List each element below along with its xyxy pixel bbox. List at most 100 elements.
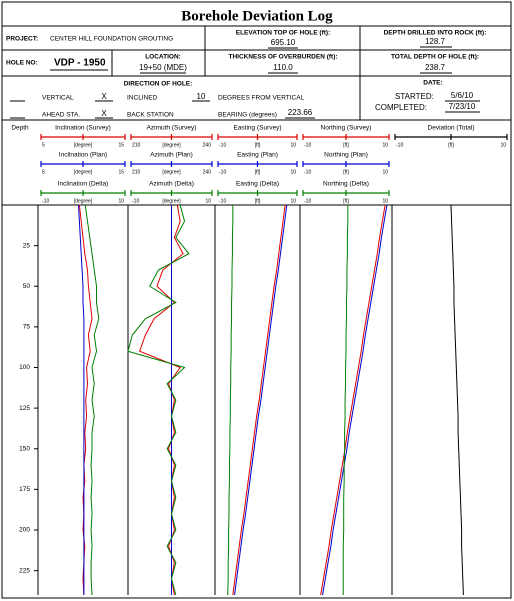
curve (138, 204, 184, 596)
depth-tick-label: 225 (19, 567, 30, 574)
scale-min: -10 (132, 198, 139, 204)
scale-max: 10 (290, 142, 296, 148)
depth-tick-label: 125 (19, 405, 30, 412)
field-value: 10 (197, 92, 206, 101)
scale-unit: [ft] (255, 198, 261, 204)
scale-min: -10 (396, 142, 403, 148)
field-label: BEARING (degrees) (218, 112, 277, 119)
scale-name: Easting (Plan) (237, 152, 278, 159)
field-value: 110.0 (273, 63, 293, 72)
depth-tick-label: 100 (19, 364, 30, 371)
scale-name: Northing (Survey) (321, 125, 372, 132)
field-label: LOCATION: (145, 54, 181, 61)
scale-max: 10 (290, 198, 296, 204)
title: Borehole Deviation Log (181, 8, 333, 24)
curve (234, 204, 288, 596)
scale-min: 5 (42, 169, 45, 175)
field-label: TOTAL DEPTH OF HOLE (ft): (391, 54, 479, 61)
scale-name: Inclination (Delta) (58, 181, 109, 188)
check-mark: X (101, 92, 107, 101)
curve (78, 204, 85, 595)
depth-tick-label: 200 (19, 527, 30, 534)
scale-max: 15 (118, 142, 124, 148)
depth-header: Depth (11, 125, 29, 132)
scale-min: 210 (132, 169, 141, 175)
curve (127, 204, 190, 596)
scale-min: -10 (219, 198, 226, 204)
scale-min: -10 (304, 142, 311, 148)
field-value: 19+50 (MDE) (139, 63, 187, 72)
curve (450, 204, 464, 596)
scale-unit: [ft] (343, 169, 349, 175)
field-value: 238.7 (425, 63, 446, 72)
scale-max: 15 (118, 169, 124, 175)
field-label: PROJECT: (6, 36, 38, 43)
scale-max: 10 (382, 142, 388, 148)
scale-unit: [degree] (74, 198, 93, 204)
field-label: COMPLETED: (375, 103, 427, 112)
scale-min: -10 (304, 169, 311, 175)
field-label: ELEVATION TOP OF HOLE (ft): (236, 30, 331, 37)
field-value: VDP - 1950 (54, 58, 106, 69)
option: BACK STATION (127, 112, 174, 119)
scale-name: Northing (Delta) (323, 181, 369, 188)
form-grid (2, 25, 511, 206)
field-value: 223.66 (288, 108, 313, 117)
scale-name: Easting (Survey) (233, 125, 281, 132)
scale-name: Azimuth (Survey) (147, 125, 197, 132)
scale-unit: [degree] (162, 142, 181, 148)
curve (322, 204, 388, 596)
option: INCLINED (127, 95, 158, 102)
field-value: 128.7 (425, 37, 446, 46)
scale-name: Azimuth (Delta) (149, 181, 194, 188)
depth-tick-label: 175 (19, 486, 30, 493)
scale-unit: [degree] (74, 169, 93, 175)
scale-min: -10 (219, 169, 226, 175)
field-label: DIRECTION OF HOLE: (124, 81, 193, 88)
scale-min: -10 (219, 142, 226, 148)
depth-tick-label: 50 (23, 283, 31, 290)
scale-max: 10 (205, 198, 211, 204)
field-value: 695.10 (271, 38, 296, 47)
curve (78, 204, 93, 596)
curve (342, 205, 349, 595)
depth-tick-label: 25 (23, 242, 31, 249)
field-label: STARTED: (395, 92, 434, 101)
scale-min: -10 (304, 198, 311, 204)
option: DEGREES FROM VERTICAL (218, 95, 305, 102)
field-label: DEPTH DRILLED INTO ROCK (ft): (384, 30, 487, 37)
scale-max: 240 (203, 142, 212, 148)
scale-unit: [degree] (162, 169, 181, 175)
option: AHEAD STA. (42, 112, 80, 119)
scale-name: Northing (Plan) (324, 152, 368, 159)
scale-name: Easting (Delta) (236, 181, 279, 188)
scale-name: Deviation (Total) (428, 125, 475, 132)
scale-min: 5 (42, 142, 45, 148)
depth-tick-label: 75 (23, 324, 31, 331)
scale-min: 210 (132, 142, 141, 148)
scale-unit: [ft] (343, 142, 349, 148)
scale-name: Inclination (Plan) (59, 152, 107, 159)
scale-name: Azimuth (Plan) (150, 152, 193, 159)
check-mark: X (101, 109, 107, 118)
curve (227, 205, 234, 596)
curve (232, 204, 286, 596)
scale-max: 240 (203, 169, 212, 175)
scale-unit: [ft] (255, 169, 261, 175)
scale-unit: [degree] (74, 142, 93, 148)
scale-max: 10 (382, 169, 388, 175)
scale-min: -10 (42, 198, 49, 204)
field-value: CENTER HILL FOUNDATION GROUTING (50, 36, 173, 43)
field-label: HOLE NO: (6, 60, 38, 67)
field-value: 7/23/10 (449, 102, 476, 111)
scale-max: 10 (500, 142, 506, 148)
option: VERTICAL (42, 95, 74, 102)
scale-unit: [ft] (448, 142, 454, 148)
scale-name: Inclination (Survey) (55, 125, 111, 132)
curve (84, 204, 100, 596)
field-value: 5/6/10 (451, 91, 474, 100)
depth-tick-label: 150 (19, 445, 30, 452)
